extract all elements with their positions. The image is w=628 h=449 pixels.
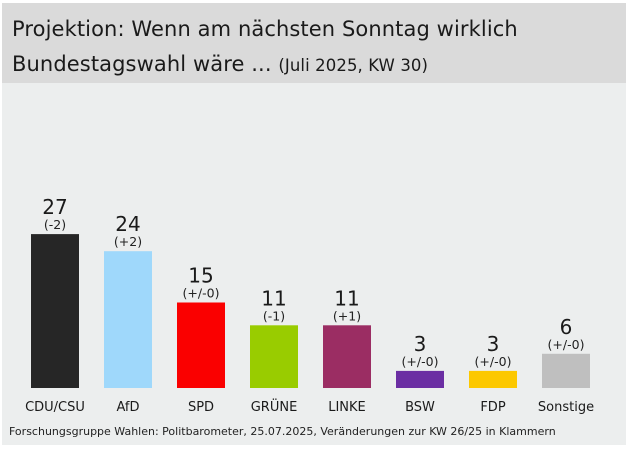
bar-change-label: (+/-0) [548, 337, 585, 352]
bar-value-label: 11 [334, 286, 359, 310]
category-label: SPD [188, 400, 214, 415]
source-note: Forschungsgruppe Wahlen: Politbarometer,… [9, 425, 556, 438]
bar-change-label: (-1) [263, 308, 285, 323]
chart-subtitle: (Juli 2025, KW 30) [278, 56, 429, 75]
bar-change-label: (+/-0) [183, 286, 220, 301]
bar-sonstige [542, 353, 590, 388]
bar-fdp [469, 370, 517, 388]
chart-title-line1: Projektion: Wenn am nächsten Sonntag wir… [12, 17, 518, 41]
bar-value-label: 24 [115, 212, 140, 236]
bar-bsw [396, 370, 444, 388]
chart-title-line2-text: Bundestagswahl wäre ... [12, 52, 272, 76]
chart-header: Projektion: Wenn am nächsten Sonntag wir… [2, 3, 626, 83]
bar-spd [177, 302, 225, 388]
category-label: GRÜNE [251, 398, 298, 415]
bar-value-label: 11 [261, 286, 286, 310]
bar-value-label: 27 [42, 195, 67, 219]
bar-change-label: (-2) [44, 217, 66, 232]
bar-value-label: 3 [414, 332, 427, 356]
chart-title-line2: Bundestagswahl wäre ... (Juli 2025, KW 3… [12, 52, 428, 76]
category-label: LINKE [328, 400, 366, 415]
bar-cdu-csu [31, 234, 79, 388]
bar-linke [323, 325, 371, 388]
bar-grüne [250, 325, 298, 388]
bar-value-label: 15 [188, 264, 213, 288]
bar-change-label: (+1) [333, 308, 361, 323]
bar-afd [104, 251, 152, 388]
bar-value-label: 3 [487, 332, 500, 356]
bar-change-label: (+/-0) [402, 354, 439, 369]
bar-change-label: (+2) [114, 234, 142, 249]
category-label: CDU/CSU [25, 400, 85, 415]
category-label: FDP [480, 400, 505, 415]
category-label: BSW [405, 400, 435, 415]
bar-value-label: 6 [560, 315, 573, 339]
category-label: AfD [116, 400, 139, 415]
bar-change-label: (+/-0) [475, 354, 512, 369]
category-label: Sonstige [538, 400, 594, 415]
